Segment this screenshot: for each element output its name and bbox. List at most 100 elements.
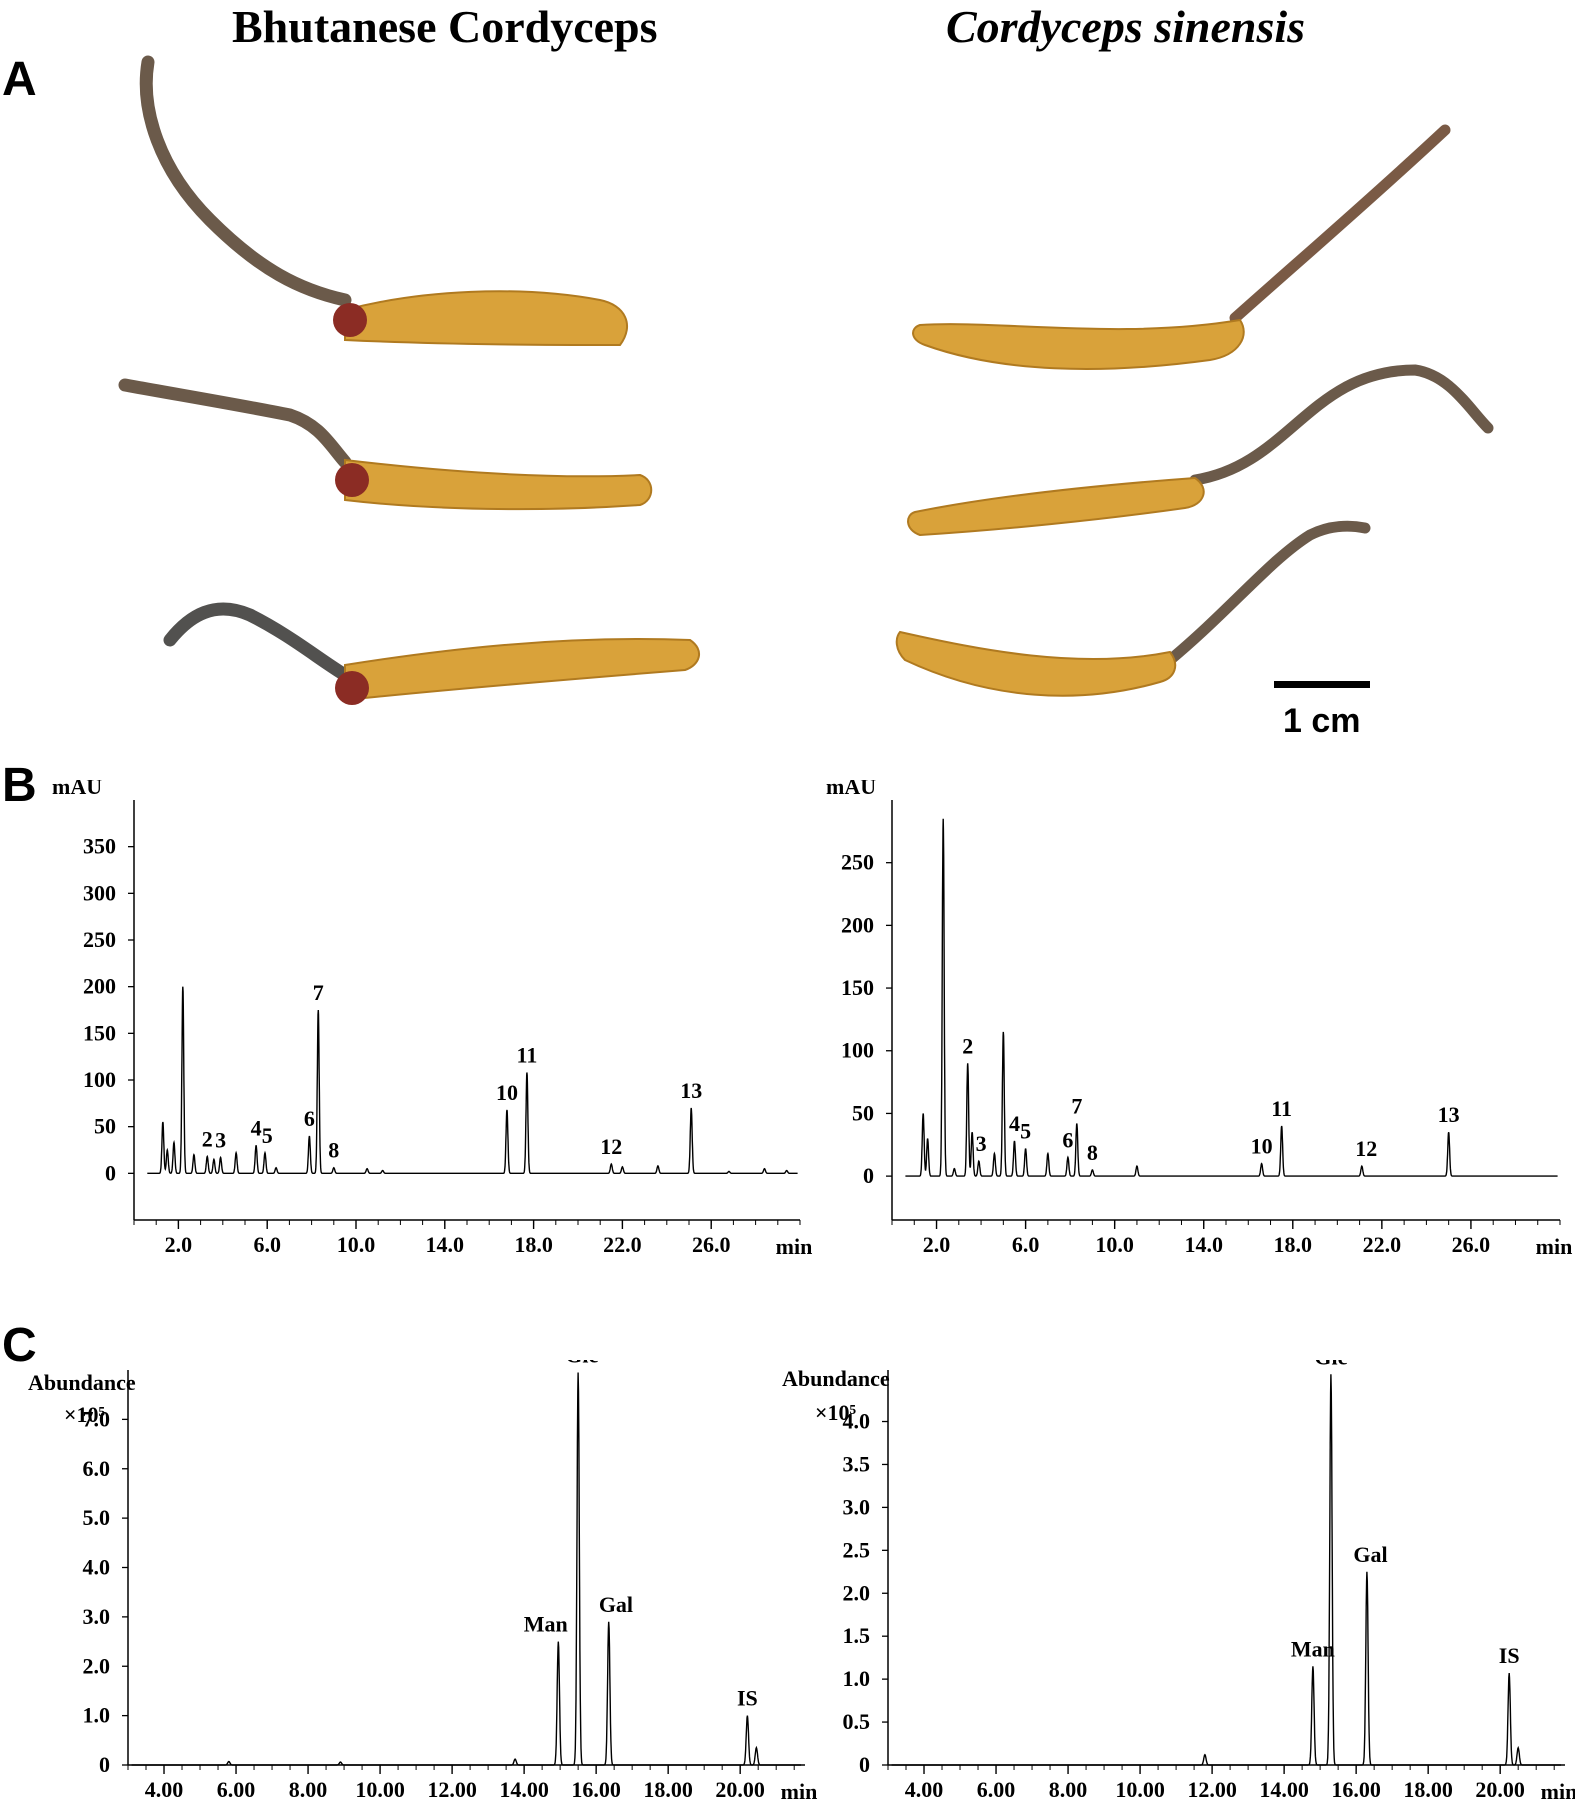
peak-label: 8 <box>1087 1140 1098 1165</box>
x-tick-label: 4.00 <box>905 1777 944 1802</box>
y-tick-label: 0 <box>863 1163 874 1188</box>
y-tick-label: 50 <box>852 1100 874 1125</box>
y-axis-label: mAU <box>826 780 876 799</box>
x-tick-label: 26.0 <box>1452 1232 1491 1257</box>
hplc-chart-bhutanese: 0 50 100 150 200 250 300 350 2.0 6.0 10.0 14.0 18.0 2… <box>52 780 812 1259</box>
y-tick-label: 4.0 <box>843 1409 871 1434</box>
y-tick-label: 4.0 <box>83 1555 111 1580</box>
peak-label: IS <box>1499 1643 1520 1668</box>
sinensis-specimen-3 <box>895 520 1371 697</box>
peak-label: 3 <box>976 1131 987 1156</box>
x-tick-label: 4.00 <box>145 1777 184 1802</box>
x-tick-label: 14.0 <box>1184 1232 1223 1257</box>
x-unit-label: min <box>1541 1779 1575 1804</box>
gcms-chart-bhutanese: 0 1.0 2.0 3.0 4.0 5.0 6.0 7.0 4.00 6.00 8.00 10.00 1… <box>28 1360 818 1804</box>
x-tick-label: 20.00 <box>715 1777 765 1802</box>
x-tick-label: 12.00 <box>427 1777 477 1802</box>
x-unit-label: min <box>781 1779 818 1804</box>
panel-label-c: C <box>2 1319 37 1372</box>
y-scale-label: ×10⁵ <box>815 1400 857 1425</box>
peak-label: Gal <box>1353 1542 1387 1567</box>
peak-label: 10 <box>1251 1134 1273 1159</box>
y-tick-label: 1.5 <box>843 1623 871 1648</box>
x-tick-label: 22.0 <box>603 1232 642 1257</box>
y-tick-label: 6.0 <box>83 1456 111 1481</box>
x-tick-label: 14.0 <box>426 1232 465 1257</box>
x-tick-label: 12.00 <box>1187 1777 1237 1802</box>
y-tick-label: 1.0 <box>843 1666 871 1691</box>
y-tick-label: 1.0 <box>83 1703 111 1728</box>
y-tick-label: 150 <box>83 1020 116 1045</box>
panel-label-b: B <box>2 759 37 812</box>
x-tick-label: 6.0 <box>1012 1232 1040 1257</box>
y-scale-label: ×10⁵ <box>64 1402 106 1427</box>
peak-label: 13 <box>1438 1102 1460 1127</box>
x-tick-label: 18.0 <box>1274 1232 1313 1257</box>
y-tick-label: 0.5 <box>843 1709 871 1734</box>
x-tick-label: 10.0 <box>337 1232 376 1257</box>
left-column-title: Bhutanese Cordyceps <box>232 1 658 52</box>
y-tick-label: 100 <box>841 1038 874 1063</box>
y-tick-label: 0 <box>99 1752 110 1777</box>
chromatogram-trace <box>131 1372 801 1766</box>
peak-label: Man <box>524 1612 568 1637</box>
peak-label: 7 <box>313 980 324 1005</box>
scale-bar-label: 1 cm <box>1283 702 1361 740</box>
y-tick-label: 2.0 <box>83 1653 111 1678</box>
x-tick-label: 8.00 <box>1049 1777 1088 1802</box>
x-tick-label: 16.00 <box>1331 1777 1381 1802</box>
x-tick-label: 6.0 <box>253 1232 281 1257</box>
peak-label: 11 <box>517 1043 538 1068</box>
right-column-title: Cordyceps sinensis <box>946 1 1306 52</box>
y-tick-label: 200 <box>83 974 116 999</box>
x-tick-label: 8.00 <box>289 1777 328 1802</box>
y-tick-label: 3.5 <box>843 1451 871 1476</box>
y-tick-label: 7.0 <box>83 1406 111 1431</box>
x-tick-label: 2.0 <box>923 1232 951 1257</box>
peak-label: 2 <box>962 1033 973 1058</box>
peak-label: 6 <box>304 1106 315 1131</box>
peak-label: 12 <box>600 1134 622 1159</box>
y-tick-label: 0 <box>105 1160 116 1185</box>
x-unit-label: min <box>1536 1234 1573 1259</box>
y-tick-label: 350 <box>83 834 116 859</box>
peak-label: 12 <box>1355 1136 1377 1161</box>
y-tick-label: 2.0 <box>843 1580 871 1605</box>
bhutanese-specimen-1 <box>139 55 629 347</box>
bhutanese-specimen-2 <box>118 378 653 511</box>
x-tick-label: 14.00 <box>499 1777 549 1802</box>
x-tick-label: 6.00 <box>977 1777 1016 1802</box>
y-tick-label: 100 <box>83 1067 116 1092</box>
gcms-chart-sinensis: 0 0.5 1.0 1.5 2.0 2.5 3.0 3.5 4.0 4.00 6.00 8.00 10.… <box>782 1360 1575 1804</box>
sinensis-specimen-1 <box>912 124 1451 370</box>
peak-label: 5 <box>1020 1119 1031 1144</box>
chromatogram-trace <box>905 818 1558 1177</box>
y-tick-label: 2.5 <box>843 1537 871 1562</box>
y-tick-label: 200 <box>841 912 874 937</box>
x-tick-label: 18.00 <box>1403 1777 1453 1802</box>
x-tick-label: 2.0 <box>165 1232 193 1257</box>
scale-bar <box>1274 681 1370 688</box>
peak-label: Man <box>1291 1636 1335 1661</box>
peak-label: 5 <box>262 1123 273 1148</box>
x-tick-label: 26.0 <box>692 1232 731 1257</box>
peak-label: 3 <box>215 1127 226 1152</box>
peak-label: 11 <box>1271 1096 1292 1121</box>
x-tick-label: 6.00 <box>217 1777 256 1802</box>
peak-label: 4 <box>1009 1111 1020 1136</box>
peak-label: 13 <box>680 1078 702 1103</box>
bhutanese-specimen-3 <box>163 602 700 705</box>
x-tick-label: 20.00 <box>1475 1777 1525 1802</box>
x-tick-label: 14.00 <box>1259 1777 1309 1802</box>
hplc-chart-sinensis: 0 50 100 150 200 250 2.0 6.0 10.0 14.0 18.0 22.0 26.… <box>826 780 1573 1259</box>
peak-label: 10 <box>496 1080 518 1105</box>
sinensis-specimen-2 <box>907 364 1494 537</box>
y-axis-label: Abundance <box>28 1370 136 1395</box>
x-tick-label: 10.0 <box>1095 1232 1134 1257</box>
peak-label: Glc <box>565 1360 598 1367</box>
peak-label: IS <box>737 1686 758 1711</box>
y-tick-label: 3.0 <box>83 1604 111 1629</box>
x-tick-label: 18.00 <box>643 1777 693 1802</box>
chromatogram-trace <box>147 986 798 1174</box>
peak-label: 4 <box>251 1115 262 1140</box>
